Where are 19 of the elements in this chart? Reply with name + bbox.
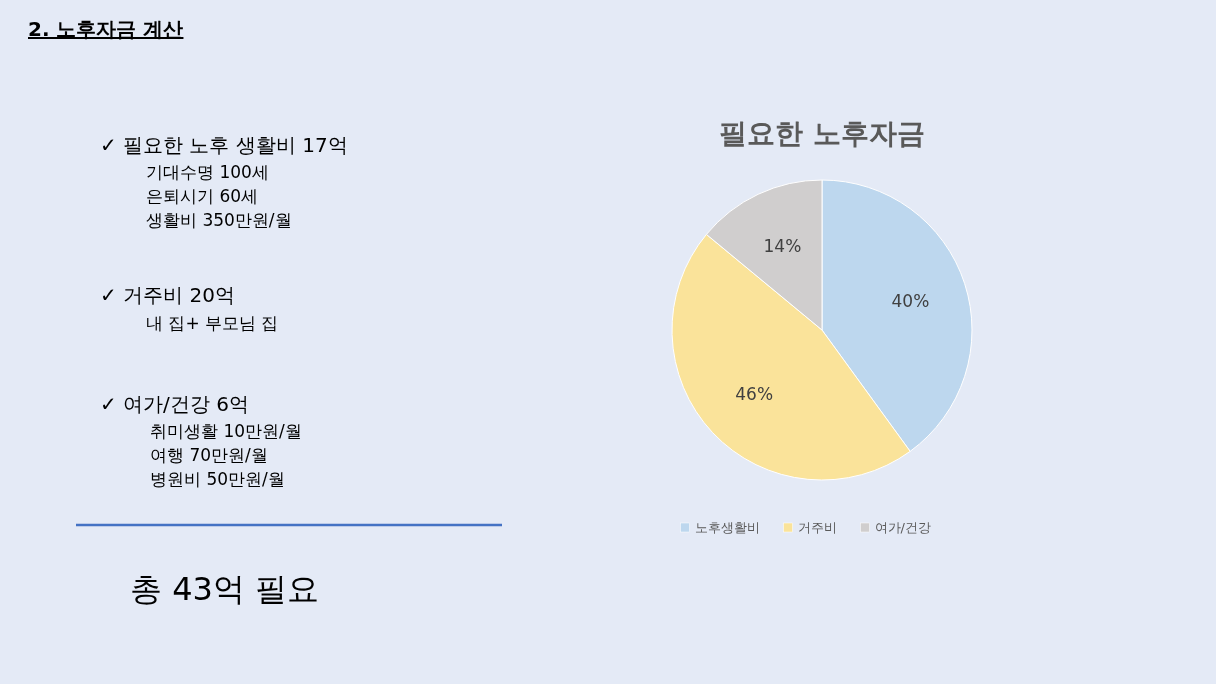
data-label: 14% xyxy=(763,235,802,256)
text: ✓ 필요한 노후 생활비 17억 xyxy=(100,133,348,157)
text: 병원비 50만원/월 xyxy=(150,469,285,489)
text: 기대수명 100세 xyxy=(146,162,269,182)
legend-label: 거주비 xyxy=(797,520,837,535)
text: 생활비 350만원/월 xyxy=(146,210,292,230)
legend-label: 노후생활비 xyxy=(694,520,760,535)
chart-title: 필요한 노후자금 xyxy=(719,117,925,150)
text: 취미생활 10만원/월 xyxy=(150,421,302,441)
text: 내 집+ 부모님 집 xyxy=(146,313,279,333)
text: 여행 70만원/월 xyxy=(150,445,268,465)
legend-label: 여가/건강 xyxy=(874,520,931,535)
data-label: 46% xyxy=(735,383,774,404)
data-label: 40% xyxy=(891,291,930,312)
text: ✓ 여가/건강 6억 xyxy=(100,392,249,416)
text: ✓ 거주비 20억 xyxy=(100,283,235,307)
text: 2. 노후자금 계산 xyxy=(28,17,184,41)
text: 은퇴시기 60세 xyxy=(146,186,259,206)
text: 총 43억 필요 xyxy=(130,570,320,608)
